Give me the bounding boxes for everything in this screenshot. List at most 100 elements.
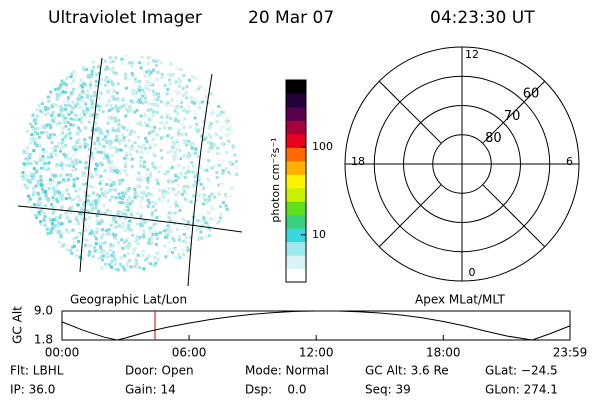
image-pixel [165, 121, 169, 125]
image-pixel [234, 159, 238, 163]
image-pixel [205, 201, 209, 205]
image-pixel [122, 126, 126, 130]
image-pixel [197, 194, 201, 198]
image-pixel [193, 101, 196, 105]
image-pixel [34, 121, 38, 125]
image-pixel [92, 60, 95, 64]
image-pixel [125, 103, 129, 107]
image-pixel [184, 90, 188, 94]
image-pixel [200, 224, 204, 228]
image-pixel [173, 109, 177, 113]
image-pixel [125, 239, 128, 242]
image-pixel [151, 205, 155, 208]
image-pixel [94, 84, 98, 88]
image-pixel [192, 164, 196, 168]
image-pixel [52, 187, 56, 191]
image-pixel [208, 126, 212, 130]
image-pixel [203, 198, 207, 202]
image-pixel [106, 89, 110, 93]
image-pixel [144, 121, 148, 125]
image-pixel [57, 240, 61, 244]
image-pixel [96, 136, 100, 140]
image-pixel [97, 200, 101, 204]
image-pixel [148, 118, 151, 122]
image-pixel [181, 186, 185, 190]
image-pixel [91, 185, 95, 189]
image-pixel [150, 193, 153, 197]
image-pixel [95, 230, 99, 234]
image-pixel [97, 197, 101, 201]
image-pixel [206, 178, 210, 182]
image-pixel [128, 132, 132, 136]
image-pixel [151, 68, 155, 72]
image-pixel [185, 85, 189, 89]
image-pixel [75, 118, 79, 122]
image-pixel [194, 88, 198, 92]
image-pixel [111, 188, 115, 192]
image-pixel [47, 187, 51, 190]
image-pixel [101, 258, 105, 262]
image-pixel [172, 155, 176, 159]
image-pixel [51, 179, 55, 182]
image-pixel [62, 190, 66, 194]
image-pixel [147, 102, 151, 106]
image-pixel [73, 159, 77, 163]
image-pixel [155, 237, 159, 241]
image-pixel [151, 102, 155, 106]
image-pixel [139, 156, 143, 159]
image-pixel [81, 89, 85, 93]
image-pixel [89, 98, 93, 102]
image-pixel [174, 154, 178, 158]
image-pixel [66, 75, 69, 79]
image-pixel [118, 172, 122, 176]
image-pixel [176, 204, 180, 208]
image-pixel [175, 147, 179, 151]
image-pixel [94, 237, 98, 241]
image-pixel [59, 83, 63, 87]
image-pixel [126, 226, 130, 230]
image-pixel [70, 163, 74, 167]
image-pixel [111, 95, 115, 99]
image-pixel [108, 188, 112, 192]
image-pixel [93, 246, 97, 249]
image-pixel [65, 86, 69, 90]
imager-panel [21, 54, 239, 272]
image-pixel [48, 105, 52, 109]
image-pixel [128, 206, 132, 210]
image-pixel [230, 162, 234, 166]
image-pixel [147, 230, 151, 234]
image-pixel [146, 80, 150, 84]
image-pixel [97, 90, 101, 94]
image-pixel [206, 140, 210, 144]
image-pixel [122, 194, 125, 198]
image-pixel [33, 137, 37, 141]
image-pixel [106, 129, 110, 133]
image-pixel [97, 249, 101, 252]
image-pixel [199, 166, 203, 170]
image-pixel [116, 210, 120, 214]
image-pixel [168, 78, 171, 82]
image-pixel [187, 221, 191, 225]
image-pixel [40, 209, 44, 213]
image-pixel [167, 187, 171, 191]
image-pixel [166, 151, 170, 155]
image-pixel [162, 196, 166, 200]
image-pixel [110, 186, 114, 190]
image-pixel [162, 120, 166, 124]
image-pixel [69, 117, 73, 121]
image-pixel [208, 166, 212, 170]
image-pixel [138, 200, 142, 204]
image-pixel [169, 116, 173, 120]
image-pixel [159, 121, 163, 125]
image-pixel [25, 186, 29, 190]
image-pixel [51, 212, 55, 215]
image-pixel [219, 215, 223, 219]
image-pixel [80, 116, 84, 120]
image-pixel [53, 149, 57, 152]
image-pixel [83, 145, 87, 149]
image-pixel [225, 116, 229, 120]
image-pixel [202, 218, 206, 222]
image-pixel [106, 255, 109, 259]
image-pixel [199, 182, 203, 186]
image-pixel [182, 252, 186, 256]
